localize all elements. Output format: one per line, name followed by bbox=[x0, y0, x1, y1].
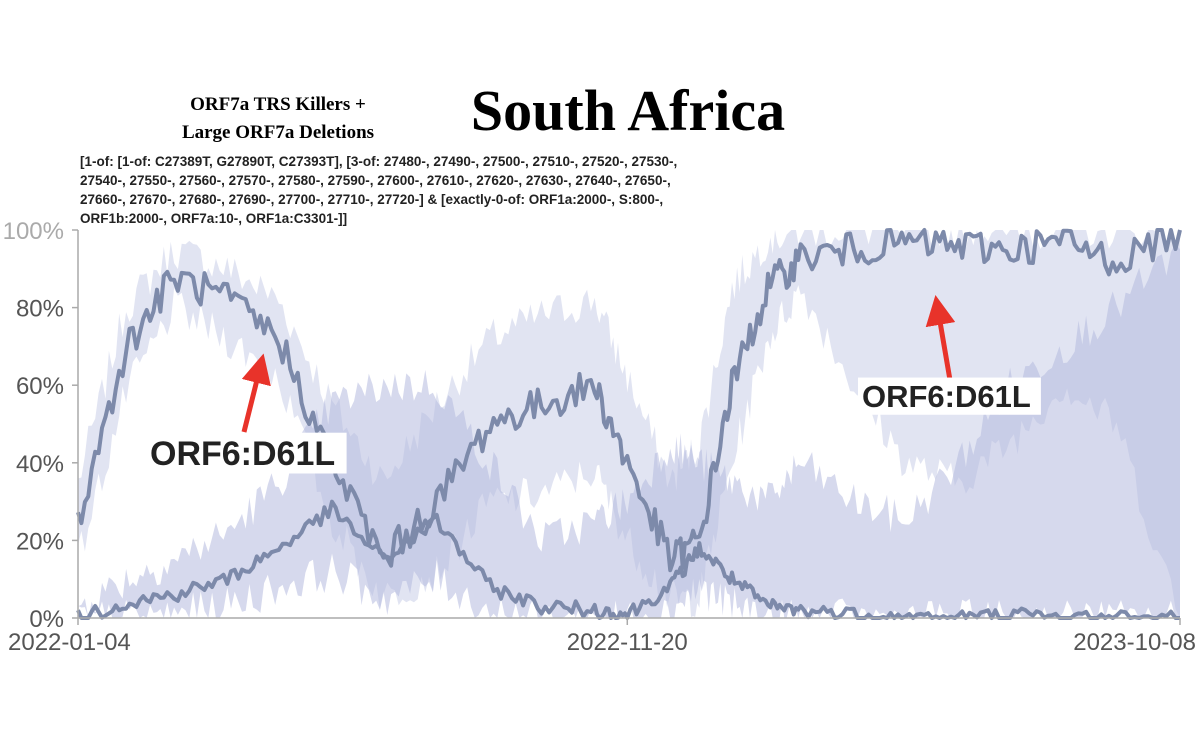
y-tick-label: 0% bbox=[29, 606, 64, 633]
x-tick-label: 2022-01-04 bbox=[8, 629, 131, 656]
axes: 0% 20% 40% 60% 80% 100% 2022-01-04 2022-11-20 20… bbox=[3, 218, 1196, 656]
chart-subtitle-line-1: ORF7a TRS Killers + bbox=[190, 94, 366, 115]
annotation-label: ORF6:D61L bbox=[862, 379, 1031, 414]
annotations: ORF6:D61L ORF6:D61L bbox=[146, 295, 1041, 474]
confidence-bands bbox=[78, 230, 1180, 618]
query-text: [1-of: [1-of: C27389T, G27890T, C27393T]… bbox=[80, 154, 677, 226]
annotation-arrow bbox=[925, 295, 956, 381]
x-tick-label: 2022-11-20 bbox=[567, 629, 688, 656]
query-line: 27660-, 27670-, 27680-, 27690-, 27700-, … bbox=[80, 192, 663, 207]
query-line: 27540-, 27550-, 27560-, 27570-, 27580-, … bbox=[80, 173, 671, 188]
annotation-arrow bbox=[241, 353, 271, 433]
series-line-2 bbox=[76, 499, 1180, 620]
confidence-band-2 bbox=[78, 243, 1180, 618]
query-line: [1-of: [1-of: C27389T, G27890T, C27393T]… bbox=[80, 154, 677, 169]
plot-area bbox=[76, 228, 1182, 620]
annotation-label: ORF6:D61L bbox=[150, 435, 335, 473]
x-tick-label: 2023-10-08 bbox=[1073, 629, 1196, 656]
annotation-label-bg bbox=[858, 377, 1041, 415]
y-tick-label: 60% bbox=[16, 373, 64, 400]
chart-subtitle-line-2: Large ORF7a Deletions bbox=[182, 122, 374, 143]
y-tick-label: 40% bbox=[16, 451, 64, 478]
y-tick-label: 20% bbox=[16, 528, 64, 555]
annotation-label-bg bbox=[146, 432, 347, 474]
query-line: ORF1b:2000-, ORF7a:10-, ORF1a:C3301-]] bbox=[80, 211, 347, 226]
y-tick-label: 80% bbox=[16, 296, 64, 323]
series-line-1 bbox=[76, 228, 1182, 573]
chart-title: South Africa bbox=[471, 78, 785, 143]
y-tick-label: 100% bbox=[3, 218, 64, 245]
series-lines bbox=[76, 228, 1182, 620]
